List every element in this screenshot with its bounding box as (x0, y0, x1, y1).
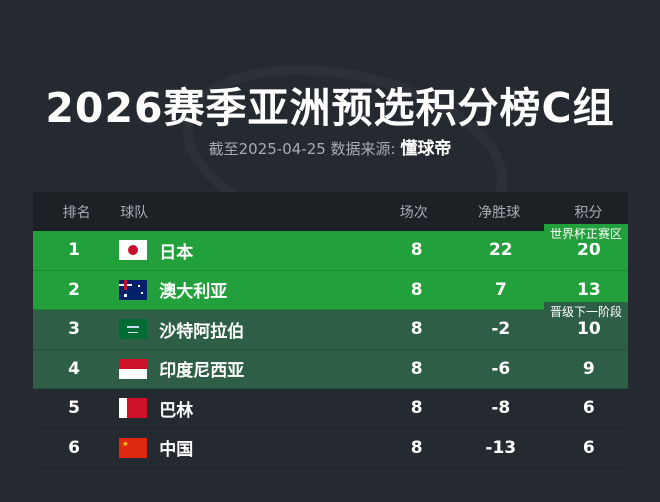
team-name: 沙特阿拉伯 (159, 321, 245, 342)
points: 6 (582, 398, 595, 419)
matches: 8 (410, 437, 423, 458)
rank: 1 (68, 240, 81, 261)
goal-difference: 22 (488, 240, 513, 261)
team-name: 中国 (159, 440, 194, 461)
team-cell: 沙特阿拉伯 (115, 317, 381, 342)
rank: 6 (68, 437, 81, 458)
points: 6 (582, 437, 595, 458)
team-name: 巴林 (159, 400, 194, 421)
table-row: 2 澳大利亚 8 7 13 (33, 270, 628, 310)
rank: 4 (68, 358, 81, 379)
goal-difference: 7 (494, 279, 507, 300)
header-matches: 场次 (399, 204, 428, 221)
table-row: 5 巴林 8 -8 6 (33, 389, 628, 429)
rank: 3 (68, 319, 81, 340)
team-name: 印度尼西亚 (159, 361, 245, 382)
bahrain-flag-icon (119, 398, 148, 419)
japan-flag-icon (119, 240, 148, 261)
table-row: 6 ★ 中国 8 -13 6 (33, 429, 628, 468)
team-name: 澳大利亚 (159, 282, 228, 303)
team-cell: 巴林 (115, 396, 381, 421)
standings-table: 排名 球队 场次 净胜球 积分 1 日本 8 22 20 2 澳大利亚 8 7 1… (33, 192, 628, 468)
date-note: 截至2025-04-25 数据来源: (208, 140, 401, 158)
australia-flag-icon (119, 279, 148, 300)
goal-difference: -8 (491, 398, 511, 419)
team-cell: 日本 (115, 238, 381, 263)
matches: 8 (410, 240, 423, 261)
qualify-zone-tag: 世界杯正赛区 (543, 224, 628, 243)
matches: 8 (410, 279, 423, 300)
rank: 5 (68, 398, 81, 419)
team-name: 日本 (159, 242, 194, 263)
header-gd: 净胜球 (478, 204, 521, 221)
points: 20 (577, 240, 601, 261)
goal-difference: -6 (491, 358, 511, 379)
points: 10 (577, 319, 601, 340)
team-cell: 印度尼西亚 (115, 356, 381, 381)
source-name: 懂球帝 (400, 139, 452, 159)
table-row: 4 印度尼西亚 8 -6 9 (33, 349, 628, 389)
matches: 8 (410, 398, 423, 419)
header-points: 积分 (574, 204, 603, 221)
goal-difference: -2 (491, 319, 511, 340)
points: 13 (577, 279, 601, 300)
indonesia-flag-icon (119, 358, 148, 379)
table-row: 1 日本 8 22 20 (33, 231, 628, 271)
matches: 8 (410, 319, 423, 340)
table-header: 排名 球队 场次 净胜球 积分 (33, 192, 628, 231)
table-row: 3 沙特阿拉伯 8 -2 10 (33, 310, 628, 350)
page-title: 2026赛季亚洲预选积分榜C组 (45, 84, 615, 132)
china-flag-icon: ★ (119, 437, 148, 458)
team-cell: 澳大利亚 (115, 277, 381, 302)
subtitle: 截至2025-04-25 数据来源: 懂球帝 (0, 134, 660, 159)
matches: 8 (410, 358, 423, 379)
points: 9 (582, 358, 595, 379)
header-team: 球队 (120, 204, 149, 221)
team-cell: ★ 中国 (115, 435, 381, 460)
rank: 2 (68, 279, 81, 300)
next-stage-tag: 晋级下一阶段 (543, 302, 628, 321)
saudi-arabia-flag-icon (119, 319, 148, 340)
header-rank: 排名 (62, 204, 91, 221)
goal-difference: -13 (485, 437, 517, 458)
